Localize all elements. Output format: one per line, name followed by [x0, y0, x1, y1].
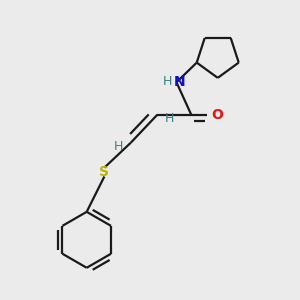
Text: N: N	[174, 75, 185, 89]
Text: O: O	[211, 108, 223, 122]
Text: H: H	[164, 112, 174, 125]
Text: H: H	[114, 140, 123, 153]
Text: H: H	[162, 75, 172, 88]
Text: S: S	[99, 165, 110, 179]
